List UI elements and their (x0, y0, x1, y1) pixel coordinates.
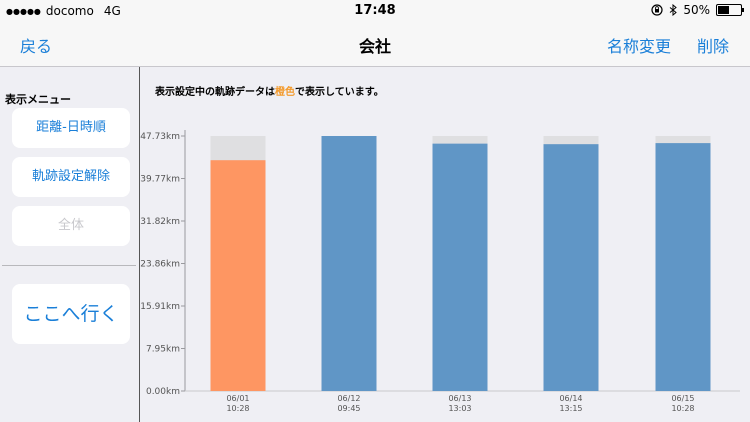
sidebar-divider (2, 265, 136, 266)
bar (432, 143, 488, 391)
chart-heading-text: 表示設定中の軌跡データは (155, 87, 275, 98)
x-tick-label-date: 06/15 (671, 394, 694, 403)
distance-date-order-button[interactable]: 距離-日時順 (12, 108, 130, 148)
battery-icon (716, 4, 744, 16)
status-right: 50% (651, 3, 744, 17)
navigation-bar: 戻る 会社 名称変更 削除 (0, 22, 750, 67)
bar-selected (210, 160, 266, 391)
carrier-name: docomo (45, 4, 94, 18)
bar (655, 143, 711, 391)
chart-heading-suffix: で表示しています。 (295, 87, 384, 98)
status-time: 17:48 (354, 3, 396, 18)
signal-strength-icon: ●●●●● (6, 6, 41, 16)
battery-level (718, 6, 729, 14)
orientation-lock-icon (651, 4, 663, 16)
y-tick-label: 31.82km (140, 217, 180, 227)
battery-percent: 50% (683, 3, 710, 17)
x-tick-label-date: 06/12 (337, 394, 360, 403)
x-tick-label-date: 06/13 (448, 394, 471, 403)
sidebar: 表示メニュー 距離-日時順 軌跡設定解除 全体 ここへ行く (0, 67, 139, 422)
go-here-button[interactable]: ここへ行く (12, 284, 130, 344)
x-tick-label-time: 13:15 (559, 404, 582, 413)
y-tick-label: 0.00km (146, 387, 180, 397)
panel-divider (139, 67, 140, 422)
y-tick-label: 15.91km (140, 302, 180, 312)
x-tick-label-time: 10:28 (671, 404, 694, 413)
display-menu-title: 表示メニュー (5, 93, 71, 106)
back-button[interactable]: 戻る (20, 37, 53, 56)
y-tick-label: 7.95km (146, 345, 180, 355)
distance-bar-chart: 0.00km 7.95km 15.91km 23.86km 31.82km 39.77km… (140, 130, 740, 413)
y-tick-label: 39.77km (140, 175, 180, 185)
bar (543, 144, 599, 391)
show-all-button[interactable]: 全体 (12, 206, 130, 246)
rename-button[interactable]: 名称変更 (607, 37, 672, 56)
status-bar: ●●●●● docomo 4G 17:48 50% (0, 0, 750, 22)
delete-button[interactable]: 削除 (697, 37, 730, 56)
y-tick-label: 47.73km (140, 132, 180, 142)
status-left: ●●●●● docomo 4G (6, 4, 121, 18)
chart-heading: 表示設定中の軌跡データは橙色で表示しています。 (155, 83, 384, 98)
x-tick-label-date: 06/14 (559, 394, 582, 403)
bluetooth-icon (670, 4, 678, 16)
bar (321, 136, 377, 391)
y-tick-label: 23.86km (140, 260, 180, 270)
x-tick-label-date: 06/01 (226, 394, 249, 403)
network-type: 4G (103, 4, 121, 18)
x-tick-label-time: 09:45 (337, 404, 360, 413)
chart-heading-highlight: 橙色 (275, 87, 295, 98)
x-tick-label-time: 13:03 (448, 404, 471, 413)
clear-track-setting-button[interactable]: 軌跡設定解除 (12, 157, 130, 197)
x-tick-label-time: 10:28 (226, 404, 249, 413)
